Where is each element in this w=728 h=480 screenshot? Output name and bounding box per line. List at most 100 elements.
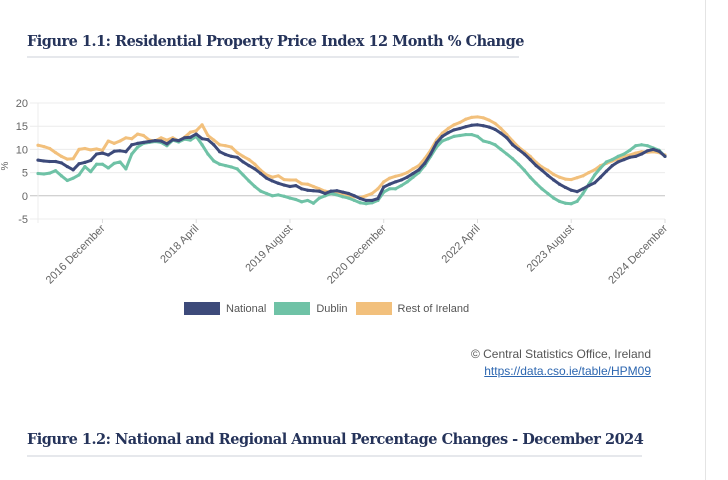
data-point-dublin xyxy=(352,198,357,203)
data-point-rest-of-ireland xyxy=(48,146,52,151)
data-point-national xyxy=(341,190,345,194)
data-point-national xyxy=(305,188,310,192)
data-point-national xyxy=(171,138,175,142)
data-point-national xyxy=(83,160,87,164)
data-point-national xyxy=(294,183,298,188)
data-point-rest-of-ireland xyxy=(42,145,46,149)
x-tick-label: 2018 April xyxy=(158,223,201,266)
data-point-national xyxy=(270,179,274,183)
legend-item-rest-of-ireland[interactable]: Rest of Ireland xyxy=(355,302,470,315)
data-point-national xyxy=(475,123,480,127)
data-point-dublin xyxy=(288,196,292,200)
data-point-national xyxy=(423,161,427,165)
y-tick-label: 10 xyxy=(16,144,28,156)
legend-item-national[interactable]: National xyxy=(184,302,266,315)
data-point-national xyxy=(229,154,233,158)
title-divider xyxy=(27,56,519,58)
data-point-dublin xyxy=(270,194,274,198)
data-point-dublin xyxy=(645,144,650,148)
legend-label-national: National xyxy=(226,302,267,315)
data-point-national xyxy=(628,155,632,159)
data-point-national xyxy=(446,131,450,135)
data-point-rest-of-ireland xyxy=(581,174,585,178)
data-point-rest-of-ireland xyxy=(440,131,444,135)
data-point-dublin xyxy=(598,166,603,170)
data-point-national xyxy=(634,154,638,158)
data-point-national xyxy=(598,175,603,179)
data-point-rest-of-ireland xyxy=(557,175,562,179)
data-point-national xyxy=(124,150,128,154)
data-point-national xyxy=(65,164,69,169)
data-point-national xyxy=(136,141,140,145)
data-point-dublin xyxy=(294,197,298,202)
x-tick-label: 2019 August xyxy=(243,223,295,275)
data-point-rest-of-ireland xyxy=(382,180,386,184)
data-point-rest-of-ireland xyxy=(575,176,579,180)
data-point-rest-of-ireland xyxy=(94,147,99,151)
data-point-dublin xyxy=(83,164,87,169)
data-point-national xyxy=(153,138,157,143)
data-point-rest-of-ireland xyxy=(206,133,210,138)
data-point-rest-of-ireland xyxy=(405,171,409,175)
data-point-rest-of-ireland xyxy=(247,158,251,162)
data-point-dublin xyxy=(499,147,503,151)
data-point-dublin xyxy=(89,170,93,174)
data-point-national xyxy=(587,183,591,188)
data-point-dublin xyxy=(71,176,75,180)
data-point-dublin xyxy=(440,139,444,143)
data-point-rest-of-ireland xyxy=(112,141,116,145)
y-tick-label: 0 xyxy=(22,191,28,203)
chart-credit: © Central Statistics Office, Ireland htt… xyxy=(471,346,651,380)
data-point-national xyxy=(376,196,380,201)
data-point-national xyxy=(329,189,333,193)
data-point-dublin xyxy=(516,162,521,166)
data-point-national xyxy=(247,164,251,168)
data-point-national xyxy=(118,149,122,153)
data-point-rest-of-ireland xyxy=(188,130,192,134)
data-point-national xyxy=(534,164,538,168)
data-point-national xyxy=(411,171,415,176)
data-point-national xyxy=(516,147,521,151)
source-link[interactable]: https://data.cso.ie/table/HPM09 xyxy=(484,364,651,378)
data-point-dublin xyxy=(622,152,626,156)
data-point-dublin xyxy=(639,143,644,147)
data-point-national xyxy=(522,152,526,156)
x-tick-label: 2023 August xyxy=(525,223,577,275)
data-point-dublin xyxy=(42,172,46,176)
data-point-national xyxy=(382,185,386,189)
data-point-dublin xyxy=(452,134,456,139)
data-point-national xyxy=(71,168,75,172)
data-point-rest-of-ireland xyxy=(481,116,485,120)
legend-swatch-national xyxy=(184,302,220,315)
data-point-rest-of-ireland xyxy=(446,126,450,131)
x-tick-label: 2016 December xyxy=(44,222,108,286)
data-point-rest-of-ireland xyxy=(399,173,403,177)
data-point-national xyxy=(288,184,292,189)
data-point-rest-of-ireland xyxy=(130,137,134,141)
data-point-dublin xyxy=(130,152,134,156)
data-point-dublin xyxy=(241,173,245,177)
data-point-rest-of-ireland xyxy=(370,191,374,196)
y-tick-label: -5 xyxy=(18,214,28,226)
data-point-rest-of-ireland xyxy=(487,118,491,122)
data-point-dublin xyxy=(552,196,556,200)
data-point-national xyxy=(511,143,515,147)
data-point-rest-of-ireland xyxy=(593,168,597,172)
data-point-national xyxy=(212,143,216,147)
data-point-dublin xyxy=(48,171,52,175)
data-point-national xyxy=(276,181,280,185)
data-point-national xyxy=(182,136,187,140)
line-chart: 20 15 10 5 0 -5% 2016 December 2018 April 2019 A… xyxy=(0,98,670,286)
data-point-national xyxy=(370,198,374,203)
data-point-dublin xyxy=(458,133,462,138)
legend-item-dublin[interactable]: Dublin xyxy=(274,302,348,315)
data-point-national xyxy=(405,175,409,179)
legend-label-rest-of-ireland: Rest of Ireland xyxy=(397,302,470,315)
data-point-dublin xyxy=(341,195,345,199)
data-point-rest-of-ireland xyxy=(89,148,93,152)
data-point-rest-of-ireland xyxy=(194,129,198,133)
data-point-dublin xyxy=(65,178,69,183)
data-point-national xyxy=(106,153,110,157)
data-point-national xyxy=(317,189,321,193)
data-point-dublin xyxy=(253,184,257,189)
